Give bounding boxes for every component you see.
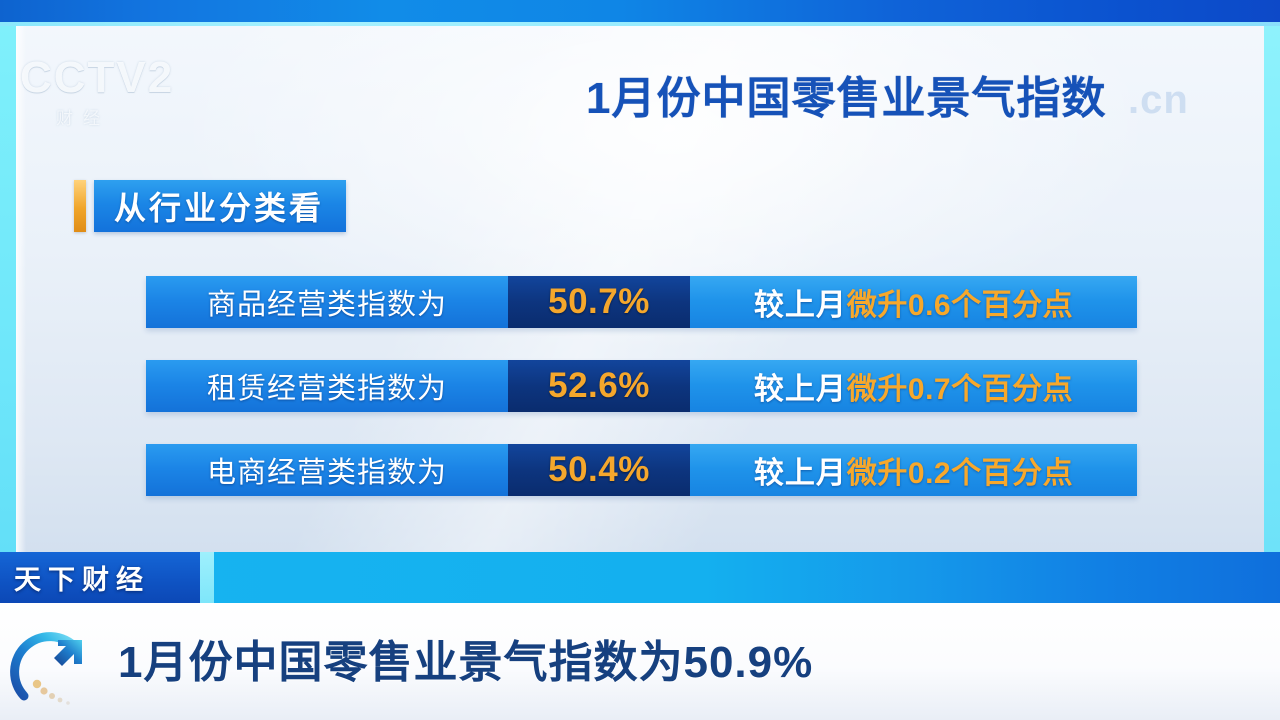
table-row: 电商经营类指数为 50.4% 较上月 微升0.2个百分点 (146, 444, 1137, 496)
section-spacer (86, 180, 94, 232)
row-value-cell: 50.7% (508, 276, 690, 328)
section-accent-bar (74, 180, 86, 232)
top-blue-bar (0, 0, 1280, 22)
row-note-prefix: 较上月 (753, 289, 847, 322)
row-note-cell: 较上月 微升0.7个百分点 (690, 360, 1137, 412)
row-label-cell: 电商经营类指数为 (146, 444, 508, 496)
left-edge-highlight (16, 26, 26, 552)
page-title: 1月份中国零售业景气指数 (586, 74, 1107, 123)
row-value-text: 50.4% (548, 450, 650, 489)
row-note-cell: 较上月 微升0.2个百分点 (690, 444, 1137, 496)
lower-third-bar (0, 603, 1280, 720)
program-name-text: 天下财经 (14, 565, 150, 595)
right-cyan-edge (1264, 26, 1280, 552)
row-label-text: 电商经营类指数为 (206, 457, 447, 489)
program-bar-divider (200, 552, 214, 603)
table-row: 商品经营类指数为 50.7% 较上月 微升0.6个百分点 (146, 276, 1137, 328)
row-note-change: 微升0.6个百分点 (846, 289, 1074, 322)
row-value-text: 50.7% (548, 282, 650, 321)
row-note-change: 微升0.7个百分点 (846, 373, 1074, 406)
left-cyan-edge (0, 26, 16, 552)
row-note-cell: 较上月 微升0.6个百分点 (690, 276, 1137, 328)
row-label-text: 商品经营类指数为 (206, 289, 447, 321)
program-name-block: 天下财经 (0, 552, 200, 603)
table-row: 租赁经营类指数为 52.6% 较上月 微升0.7个百分点 (146, 360, 1137, 412)
row-value-cell: 52.6% (508, 360, 690, 412)
row-note-prefix: 较上月 (753, 457, 847, 490)
title-background-watermark: .cn (1128, 78, 1189, 122)
section-banner: 从行业分类看 (74, 180, 347, 232)
section-label: 从行业分类看 (114, 190, 325, 226)
row-note-prefix: 较上月 (753, 373, 847, 406)
circular-arrow-icon (8, 618, 104, 714)
row-label-cell: 商品经营类指数为 (146, 276, 508, 328)
data-rows: 商品经营类指数为 50.7% 较上月 微升0.6个百分点 租赁经营类指数为 52.… (146, 276, 1137, 528)
row-value-text: 52.6% (548, 366, 650, 405)
row-label-cell: 租赁经营类指数为 (146, 360, 508, 412)
section-banner-box: 从行业分类看 (94, 180, 347, 232)
row-label-text: 租赁经营类指数为 (206, 373, 447, 405)
top-bar-glow (0, 22, 1280, 26)
row-note-change: 微升0.2个百分点 (846, 457, 1074, 490)
lower-third-headline: 1月份中国零售业景气指数为50.9% (118, 638, 814, 687)
row-value-cell: 50.4% (508, 444, 690, 496)
